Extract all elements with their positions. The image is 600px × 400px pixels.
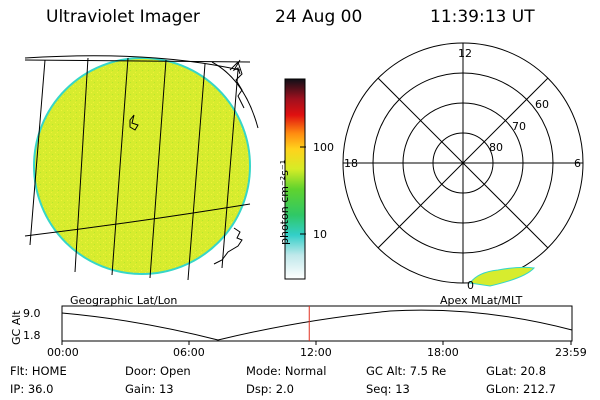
time-tick-1800: 18:00 <box>427 346 459 359</box>
info-ip: IP: 36.0 <box>10 382 54 396</box>
date-label: 24 Aug 00 <box>275 7 363 27</box>
time-tick-0000: 00:00 <box>47 346 79 359</box>
info-gc-alt: GC Alt: 7.5 Re <box>366 364 447 378</box>
altitude-curve <box>61 309 573 341</box>
mlt-label-12: 12 <box>458 47 472 60</box>
info-gain: Gain: 13 <box>125 382 174 396</box>
apex-panel-label: Apex MLat/MLT <box>440 294 523 307</box>
info-dsp: Dsp: 2.0 <box>246 382 294 396</box>
instrument-title: Ultraviolet Imager <box>46 7 200 27</box>
colorbar <box>284 78 306 280</box>
lat-label-80: 80 <box>489 141 503 154</box>
mlt-label-18: 18 <box>344 157 358 170</box>
time-tick-0600: 06:00 <box>173 346 205 359</box>
time-tick-1200: 12:00 <box>300 346 332 359</box>
colorbar-ticks <box>300 146 306 235</box>
gc-alt-axis-label: GC Alt <box>10 310 23 345</box>
info-flight: Flt: HOME <box>10 364 67 378</box>
gc-alt-max-label: 9.0 <box>23 307 41 320</box>
gc-alt-min-label: 1.8 <box>23 329 41 342</box>
lat-label-70: 70 <box>512 120 526 133</box>
info-glat: GLat: 20.8 <box>486 364 547 378</box>
time-label: 11:39:13 UT <box>430 7 535 27</box>
time-tick-2359: 23:59 <box>555 346 587 359</box>
info-door: Door: Open <box>125 364 191 378</box>
geo-panel-label: Geographic Lat/Lon <box>70 294 178 307</box>
auroral-oval-fragment <box>469 266 535 287</box>
coastline <box>129 59 245 265</box>
colorbar-tick-10: 10 <box>313 228 327 241</box>
info-mode: Mode: Normal <box>246 364 327 378</box>
lat-label-60: 60 <box>535 98 549 111</box>
colorbar-unit-label: photon cm⁻²s⁻¹ <box>278 159 291 245</box>
mlt-label-0: 0 <box>467 279 474 292</box>
info-seq: Seq: 13 <box>366 382 410 396</box>
colorbar-tick-100: 100 <box>313 141 334 154</box>
info-glon: GLon: 212.7 <box>486 382 556 396</box>
geo-grid <box>24 55 259 281</box>
mlt-label-6: 6 <box>574 157 581 170</box>
earth-disk <box>33 57 251 275</box>
altitude-strip-frame <box>61 305 573 342</box>
